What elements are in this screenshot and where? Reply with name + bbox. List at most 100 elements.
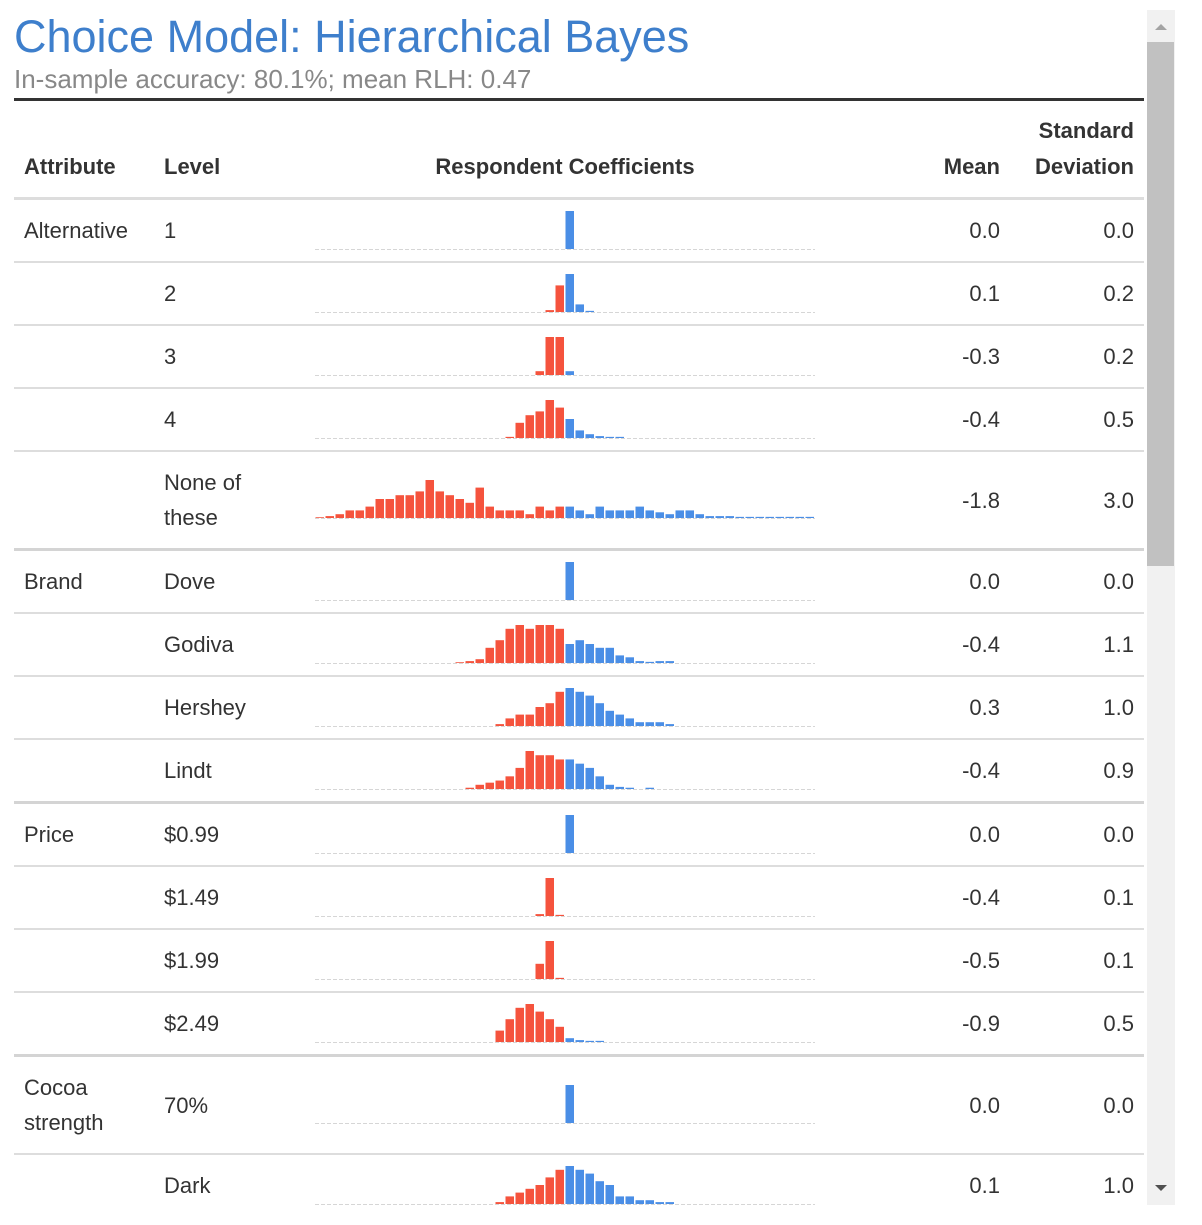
histogram-bar — [495, 639, 504, 663]
histogram-bar — [535, 1184, 544, 1204]
histogram-bar — [455, 661, 464, 663]
histogram-bar — [535, 370, 544, 375]
histogram-bar — [475, 658, 484, 663]
histogram — [315, 561, 815, 601]
histogram-bar — [395, 495, 404, 518]
histogram-bar — [525, 514, 534, 518]
histogram-bar — [545, 1018, 554, 1042]
histogram-bar — [545, 702, 554, 726]
sd-cell: 1.0 — [1010, 675, 1144, 739]
sd-cell: 0.1 — [1010, 928, 1144, 992]
histogram — [315, 1165, 815, 1205]
histogram-bar — [485, 506, 494, 518]
histogram-bar — [625, 1195, 634, 1204]
sd-cell: 3.0 — [1010, 450, 1144, 550]
histogram — [315, 750, 815, 790]
sd-cell: 0.0 — [1010, 801, 1144, 866]
histogram-bar — [595, 775, 604, 789]
histogram-bar — [505, 1018, 514, 1042]
histogram-bar — [455, 499, 464, 518]
histogram-bar — [355, 510, 364, 518]
mean-cell: -1.8 — [825, 450, 1010, 550]
table-row: $1.99 -0.5 0.1 — [14, 928, 1144, 992]
table-row: 4 -0.4 0.5 — [14, 387, 1144, 451]
histogram-bar — [575, 691, 584, 726]
histogram-bar — [565, 273, 574, 312]
level-cell: $0.99 — [154, 801, 305, 866]
histogram-bar — [555, 977, 564, 979]
histogram-bar — [555, 336, 564, 375]
histogram-bar — [535, 624, 544, 663]
histogram-bar — [585, 1173, 594, 1204]
scroll-up[interactable] — [1155, 24, 1167, 30]
histogram-bar — [615, 1195, 624, 1204]
table-row: Dark 0.1 1.0 — [14, 1153, 1144, 1216]
histogram-bar — [565, 561, 574, 600]
histogram-bar — [705, 516, 714, 518]
histogram-bar — [565, 758, 574, 789]
sd-cell: 0.5 — [1010, 387, 1144, 451]
attribute-cell — [14, 991, 154, 1056]
histogram — [315, 399, 815, 439]
histogram-bar — [645, 1199, 654, 1204]
histogram-bar — [585, 767, 594, 789]
histogram-bar — [805, 516, 814, 518]
histogram-bar — [555, 628, 564, 663]
attribute-cell: Alternative — [14, 197, 154, 262]
attribute-cell — [14, 324, 154, 388]
attribute-cell — [14, 387, 154, 451]
histogram-cell — [305, 1153, 825, 1216]
histogram-bar — [575, 763, 584, 789]
histogram-cell — [305, 738, 825, 803]
histogram-bar — [495, 510, 504, 518]
attribute-cell — [14, 612, 154, 676]
histogram-bar — [605, 710, 614, 726]
header-row: Attribute Level Respondent Coefficients … — [14, 101, 1144, 200]
level-cell: 1 — [154, 197, 305, 262]
histogram-bar — [565, 1165, 574, 1204]
histogram-bar — [645, 787, 654, 789]
histogram-bar — [555, 506, 564, 518]
histogram-bar — [545, 1176, 554, 1204]
histogram-bar — [535, 706, 544, 726]
histogram-cell — [305, 450, 825, 550]
histogram-bar — [575, 510, 584, 518]
mean-cell: 0.0 — [825, 197, 1010, 262]
attribute-cell — [14, 261, 154, 325]
histogram-bar — [615, 654, 624, 663]
histogram-bar — [545, 309, 554, 312]
table-body: Alternative 1 0.0 0.0 2 0.1 0.2 3 -0.3 0.2 4 -0.4 0.… — [14, 197, 1144, 1216]
histogram-bar — [515, 767, 524, 789]
scroll-down[interactable] — [1155, 1185, 1167, 1191]
histogram-bar — [665, 1201, 674, 1204]
scrollbar-thumb[interactable] — [1147, 42, 1174, 566]
histogram-bar — [595, 506, 604, 518]
level-cell: 70% — [154, 1054, 305, 1154]
histogram-bar — [595, 1180, 604, 1204]
sd-cell: 0.0 — [1010, 1054, 1144, 1154]
histogram — [315, 1003, 815, 1043]
sd-cell: 1.0 — [1010, 1153, 1144, 1216]
histogram-bar — [315, 517, 324, 518]
histogram-bar — [325, 516, 334, 518]
sd-cell: 0.9 — [1010, 738, 1144, 803]
mean-cell: 0.0 — [825, 801, 1010, 866]
mean-cell: 0.0 — [825, 548, 1010, 613]
histogram-bar — [665, 723, 674, 726]
sd-cell: 0.0 — [1010, 548, 1144, 613]
table-row: Alternative 1 0.0 0.0 — [14, 197, 1144, 262]
histogram-bar — [565, 418, 574, 438]
mean-cell: -0.4 — [825, 738, 1010, 803]
sd-cell: 0.2 — [1010, 261, 1144, 325]
histogram — [315, 814, 815, 854]
histogram — [315, 687, 815, 727]
histogram-bar — [545, 754, 554, 789]
table-row: Price $0.99 0.0 0.0 — [14, 801, 1144, 866]
histogram-bar — [545, 510, 554, 518]
table-row: Hershey 0.3 1.0 — [14, 675, 1144, 739]
histogram-bar — [515, 1192, 524, 1204]
histogram-cell — [305, 197, 825, 262]
level-cell: $2.49 — [154, 991, 305, 1056]
histogram-bar — [555, 758, 564, 789]
histogram-bar — [605, 436, 614, 438]
